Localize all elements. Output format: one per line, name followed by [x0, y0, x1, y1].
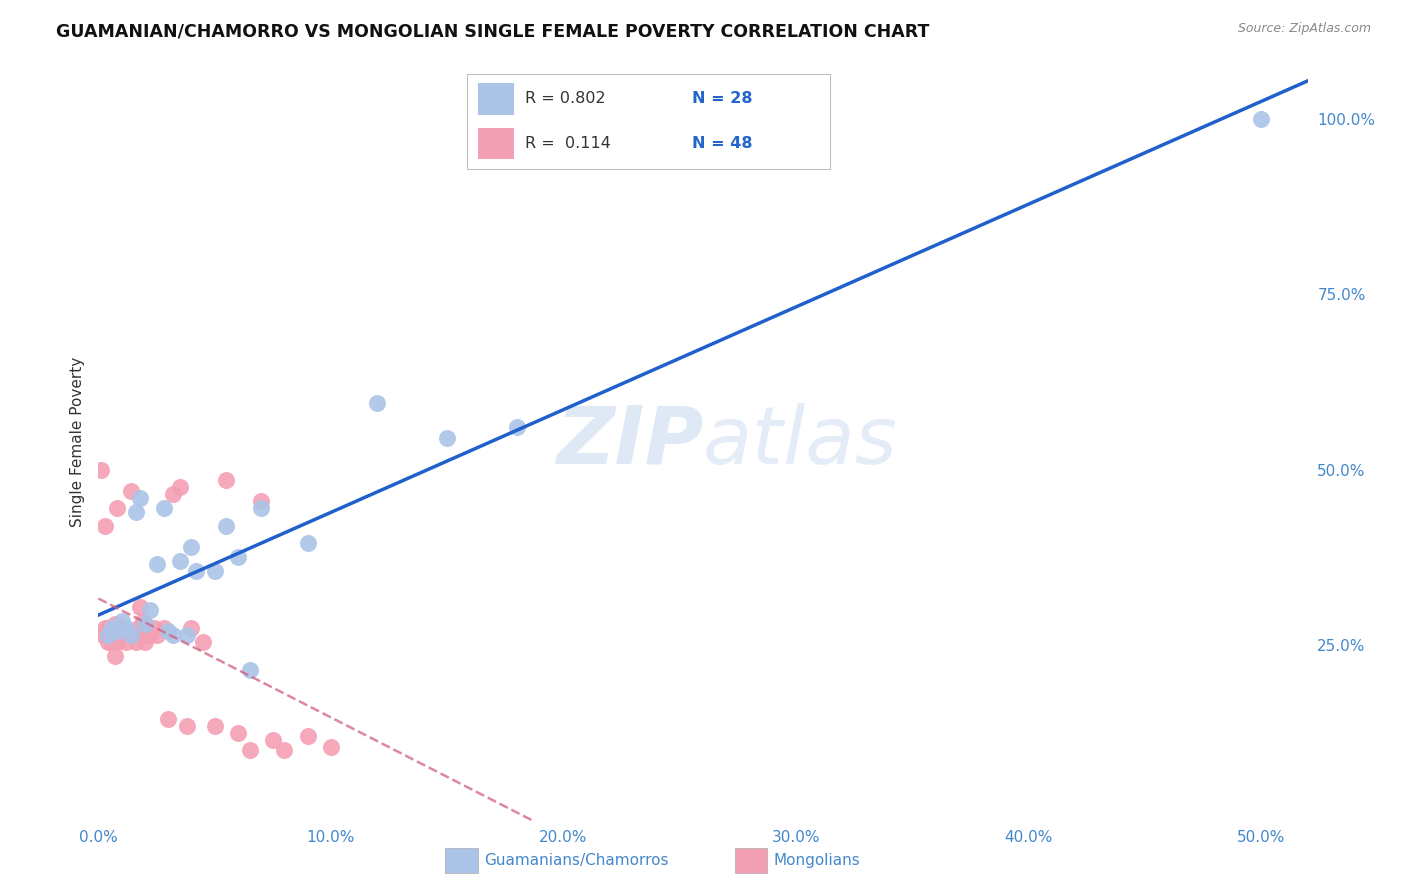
Point — [104, 617, 127, 632]
Point — [124, 505, 146, 519]
Point — [120, 627, 142, 641]
Text: ZIP: ZIP — [555, 402, 703, 481]
Point — [129, 599, 152, 614]
Point — [101, 634, 124, 648]
Point — [115, 634, 138, 648]
Point — [191, 634, 214, 648]
Point — [176, 719, 198, 733]
Point — [204, 719, 226, 733]
Point — [108, 624, 131, 639]
Point — [226, 550, 249, 565]
Point — [250, 494, 273, 508]
Text: Mongolians: Mongolians — [773, 854, 860, 868]
Point — [90, 462, 112, 476]
Point — [226, 726, 249, 740]
Point — [215, 473, 238, 487]
Point — [145, 558, 167, 572]
Point — [111, 614, 134, 628]
Point — [204, 565, 226, 579]
Point — [215, 518, 238, 533]
FancyBboxPatch shape — [735, 848, 768, 873]
Point — [366, 396, 388, 410]
Point — [104, 648, 127, 663]
Point — [101, 621, 124, 635]
Point — [319, 739, 342, 754]
Point — [98, 624, 121, 639]
Text: atlas: atlas — [703, 402, 898, 481]
Point — [98, 627, 121, 641]
Point — [297, 536, 319, 550]
Point — [91, 627, 114, 641]
Point — [180, 621, 202, 635]
Point — [120, 483, 142, 498]
Point — [169, 554, 191, 568]
Point — [297, 730, 319, 744]
Point — [108, 631, 131, 645]
Point — [162, 627, 184, 641]
Point — [157, 712, 180, 726]
Point — [122, 627, 145, 641]
Point — [145, 627, 167, 641]
Point — [111, 627, 134, 641]
Point — [262, 732, 284, 747]
Point — [143, 621, 166, 635]
Point — [184, 565, 207, 579]
Point — [176, 627, 198, 641]
Point — [273, 743, 295, 757]
Point — [136, 627, 159, 641]
Point — [134, 617, 156, 632]
Point — [127, 621, 149, 635]
Text: Guamanians/Chamorros: Guamanians/Chamorros — [484, 854, 668, 868]
Point — [105, 624, 128, 639]
Point — [115, 621, 138, 635]
Point — [131, 614, 153, 628]
Point — [138, 627, 160, 641]
Point — [180, 540, 202, 554]
Point — [506, 420, 529, 434]
Point — [105, 501, 128, 516]
Point — [129, 491, 152, 505]
Point — [105, 634, 128, 648]
Point — [1250, 112, 1272, 126]
Point — [152, 501, 174, 516]
Y-axis label: Single Female Poverty: Single Female Poverty — [69, 357, 84, 526]
Point — [97, 621, 120, 635]
Text: GUAMANIAN/CHAMORRO VS MONGOLIAN SINGLE FEMALE POVERTY CORRELATION CHART: GUAMANIAN/CHAMORRO VS MONGOLIAN SINGLE F… — [56, 22, 929, 40]
Point — [250, 501, 273, 516]
Point — [169, 480, 191, 494]
FancyBboxPatch shape — [446, 848, 478, 873]
Point — [152, 621, 174, 635]
Point — [118, 627, 141, 641]
Point — [162, 487, 184, 501]
Point — [97, 627, 120, 641]
Point — [94, 518, 117, 533]
Point — [112, 621, 135, 635]
Point — [157, 624, 180, 639]
Point — [134, 634, 156, 648]
Point — [239, 663, 262, 677]
Point — [111, 621, 134, 635]
Point — [94, 621, 117, 635]
Point — [239, 743, 262, 757]
Point — [436, 431, 458, 445]
Point — [101, 624, 124, 639]
Point — [97, 634, 120, 648]
Point — [124, 634, 146, 648]
Point — [138, 603, 160, 617]
Text: Source: ZipAtlas.com: Source: ZipAtlas.com — [1237, 22, 1371, 36]
